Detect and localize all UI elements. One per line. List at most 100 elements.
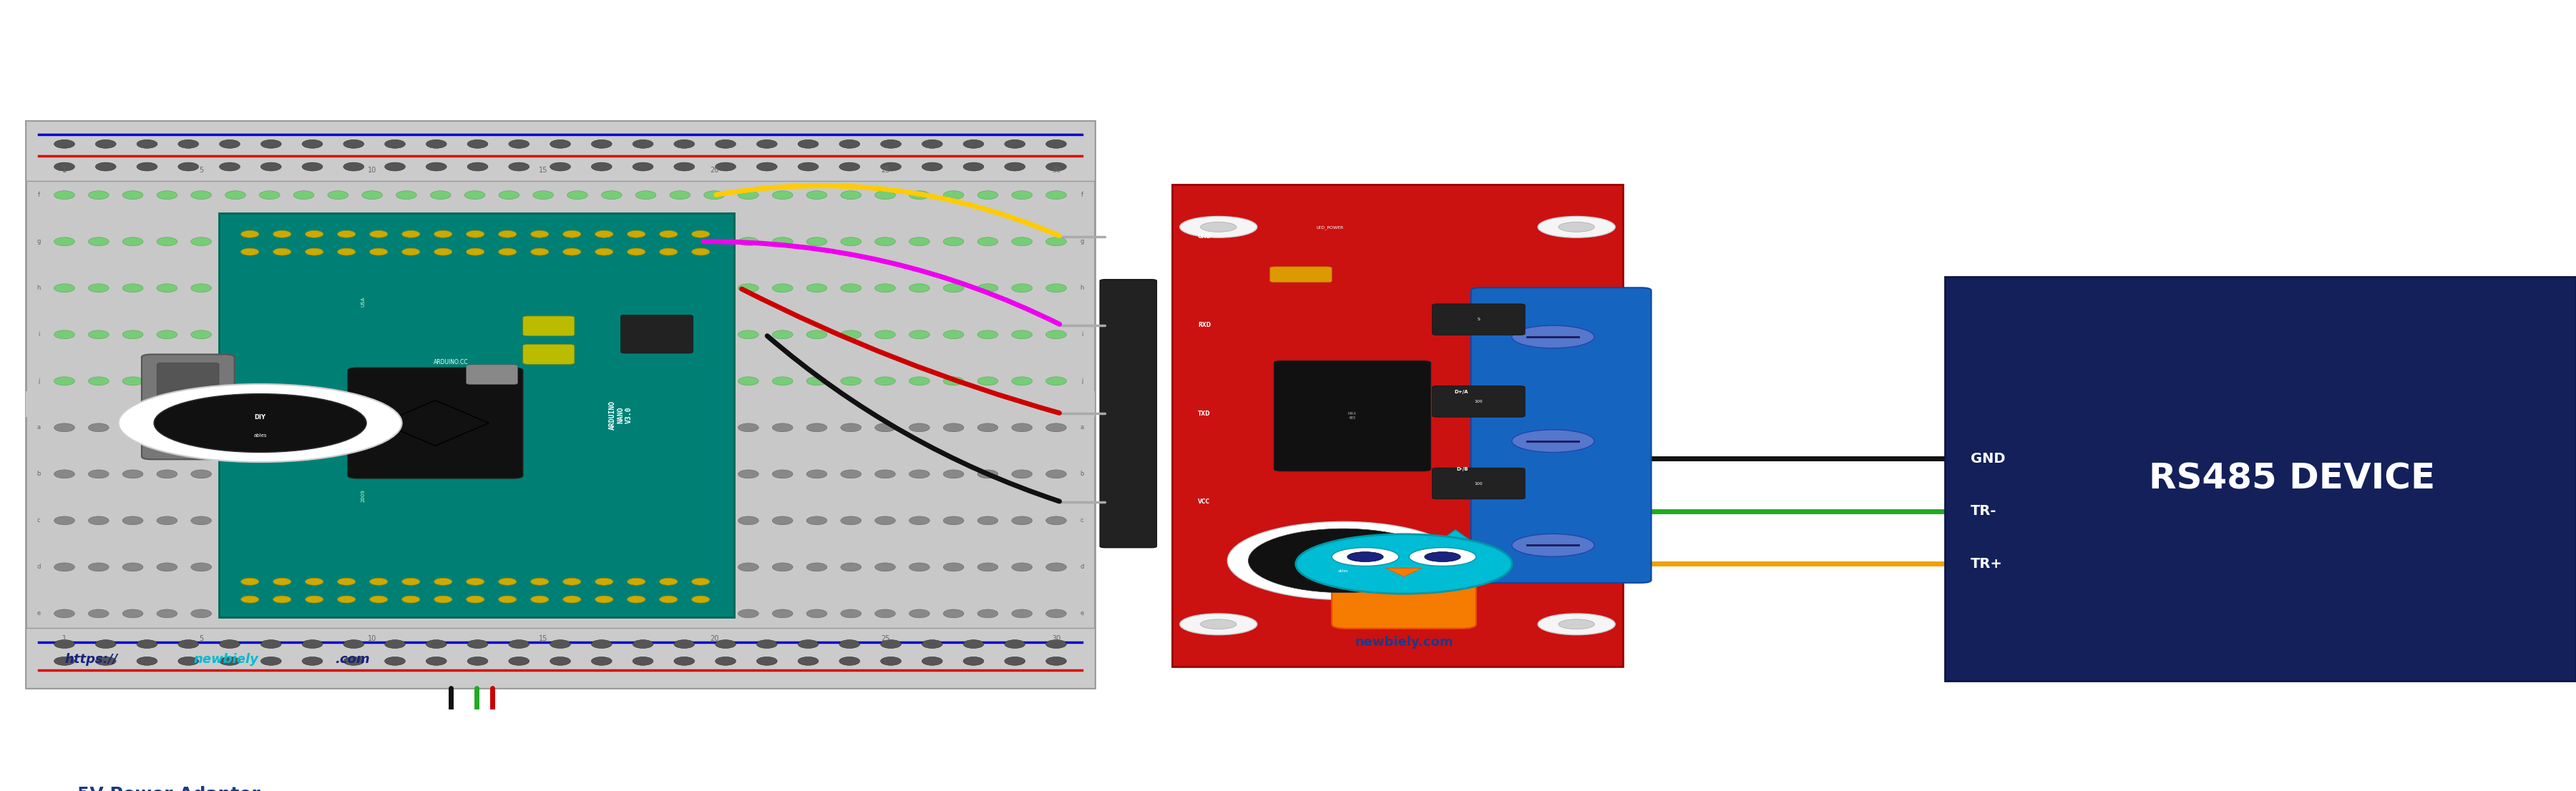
Ellipse shape bbox=[636, 191, 657, 199]
Ellipse shape bbox=[384, 640, 404, 649]
Ellipse shape bbox=[675, 640, 696, 649]
Ellipse shape bbox=[963, 640, 984, 649]
Ellipse shape bbox=[88, 377, 108, 385]
Ellipse shape bbox=[626, 230, 644, 237]
Ellipse shape bbox=[670, 470, 690, 479]
Circle shape bbox=[1538, 614, 1615, 635]
Ellipse shape bbox=[976, 470, 997, 479]
Ellipse shape bbox=[301, 162, 322, 171]
Ellipse shape bbox=[840, 331, 860, 339]
Ellipse shape bbox=[191, 563, 211, 571]
Ellipse shape bbox=[397, 237, 417, 246]
Ellipse shape bbox=[600, 423, 621, 432]
Ellipse shape bbox=[716, 657, 737, 665]
Ellipse shape bbox=[507, 640, 528, 649]
Text: d: d bbox=[36, 564, 41, 570]
Ellipse shape bbox=[1012, 563, 1033, 571]
Ellipse shape bbox=[384, 657, 404, 665]
Ellipse shape bbox=[371, 248, 389, 255]
Ellipse shape bbox=[943, 237, 963, 246]
Ellipse shape bbox=[464, 423, 484, 432]
Ellipse shape bbox=[191, 331, 211, 339]
Circle shape bbox=[1512, 326, 1595, 348]
Ellipse shape bbox=[430, 609, 451, 618]
Ellipse shape bbox=[703, 423, 724, 432]
Ellipse shape bbox=[430, 284, 451, 293]
Text: 10: 10 bbox=[368, 635, 376, 642]
Ellipse shape bbox=[1012, 609, 1033, 618]
Ellipse shape bbox=[54, 563, 75, 571]
Ellipse shape bbox=[224, 423, 245, 432]
Ellipse shape bbox=[500, 237, 520, 246]
Ellipse shape bbox=[739, 517, 760, 524]
Ellipse shape bbox=[943, 609, 963, 618]
Ellipse shape bbox=[178, 140, 198, 148]
Ellipse shape bbox=[976, 331, 997, 339]
Ellipse shape bbox=[840, 563, 860, 571]
Ellipse shape bbox=[294, 517, 314, 524]
Ellipse shape bbox=[626, 596, 644, 603]
Text: 20: 20 bbox=[711, 167, 719, 174]
Circle shape bbox=[1425, 552, 1461, 562]
Ellipse shape bbox=[88, 470, 108, 479]
Ellipse shape bbox=[690, 596, 711, 603]
Ellipse shape bbox=[739, 377, 760, 385]
Ellipse shape bbox=[592, 640, 613, 649]
Ellipse shape bbox=[564, 596, 582, 603]
Polygon shape bbox=[1327, 530, 1378, 548]
Ellipse shape bbox=[294, 237, 314, 246]
Ellipse shape bbox=[636, 284, 657, 293]
Ellipse shape bbox=[636, 517, 657, 524]
Ellipse shape bbox=[273, 596, 291, 603]
Ellipse shape bbox=[343, 162, 363, 171]
Ellipse shape bbox=[675, 657, 696, 665]
Ellipse shape bbox=[191, 609, 211, 618]
Ellipse shape bbox=[567, 517, 587, 524]
Ellipse shape bbox=[157, 377, 178, 385]
Text: TR+: TR+ bbox=[1971, 557, 2002, 570]
Ellipse shape bbox=[703, 609, 724, 618]
Ellipse shape bbox=[294, 377, 314, 385]
Text: S: S bbox=[1476, 318, 1481, 321]
Ellipse shape bbox=[337, 596, 355, 603]
Ellipse shape bbox=[592, 140, 613, 148]
Ellipse shape bbox=[466, 596, 484, 603]
Ellipse shape bbox=[430, 563, 451, 571]
Ellipse shape bbox=[224, 331, 245, 339]
Ellipse shape bbox=[500, 517, 520, 524]
Ellipse shape bbox=[384, 162, 404, 171]
Ellipse shape bbox=[963, 657, 984, 665]
Circle shape bbox=[1538, 217, 1615, 237]
Ellipse shape bbox=[909, 331, 930, 339]
Ellipse shape bbox=[600, 237, 621, 246]
Ellipse shape bbox=[840, 609, 860, 618]
Ellipse shape bbox=[757, 162, 778, 171]
Ellipse shape bbox=[564, 578, 582, 585]
Ellipse shape bbox=[922, 640, 943, 649]
Ellipse shape bbox=[773, 563, 793, 571]
Ellipse shape bbox=[88, 423, 108, 432]
Text: ables: ables bbox=[1337, 570, 1350, 573]
Ellipse shape bbox=[397, 563, 417, 571]
Ellipse shape bbox=[301, 657, 322, 665]
Ellipse shape bbox=[564, 248, 582, 255]
Ellipse shape bbox=[659, 596, 677, 603]
Ellipse shape bbox=[397, 191, 417, 199]
Ellipse shape bbox=[240, 578, 258, 585]
Ellipse shape bbox=[54, 470, 75, 479]
Ellipse shape bbox=[773, 377, 793, 385]
Ellipse shape bbox=[219, 162, 240, 171]
Ellipse shape bbox=[1046, 377, 1066, 385]
Text: 15: 15 bbox=[538, 167, 549, 174]
Ellipse shape bbox=[397, 517, 417, 524]
Ellipse shape bbox=[531, 230, 549, 237]
Ellipse shape bbox=[294, 284, 314, 293]
FancyBboxPatch shape bbox=[523, 316, 574, 336]
Ellipse shape bbox=[909, 423, 930, 432]
Text: g: g bbox=[1079, 238, 1084, 244]
Ellipse shape bbox=[397, 470, 417, 479]
Ellipse shape bbox=[1046, 563, 1066, 571]
Ellipse shape bbox=[124, 563, 144, 571]
Ellipse shape bbox=[260, 470, 281, 479]
Ellipse shape bbox=[1012, 284, 1033, 293]
